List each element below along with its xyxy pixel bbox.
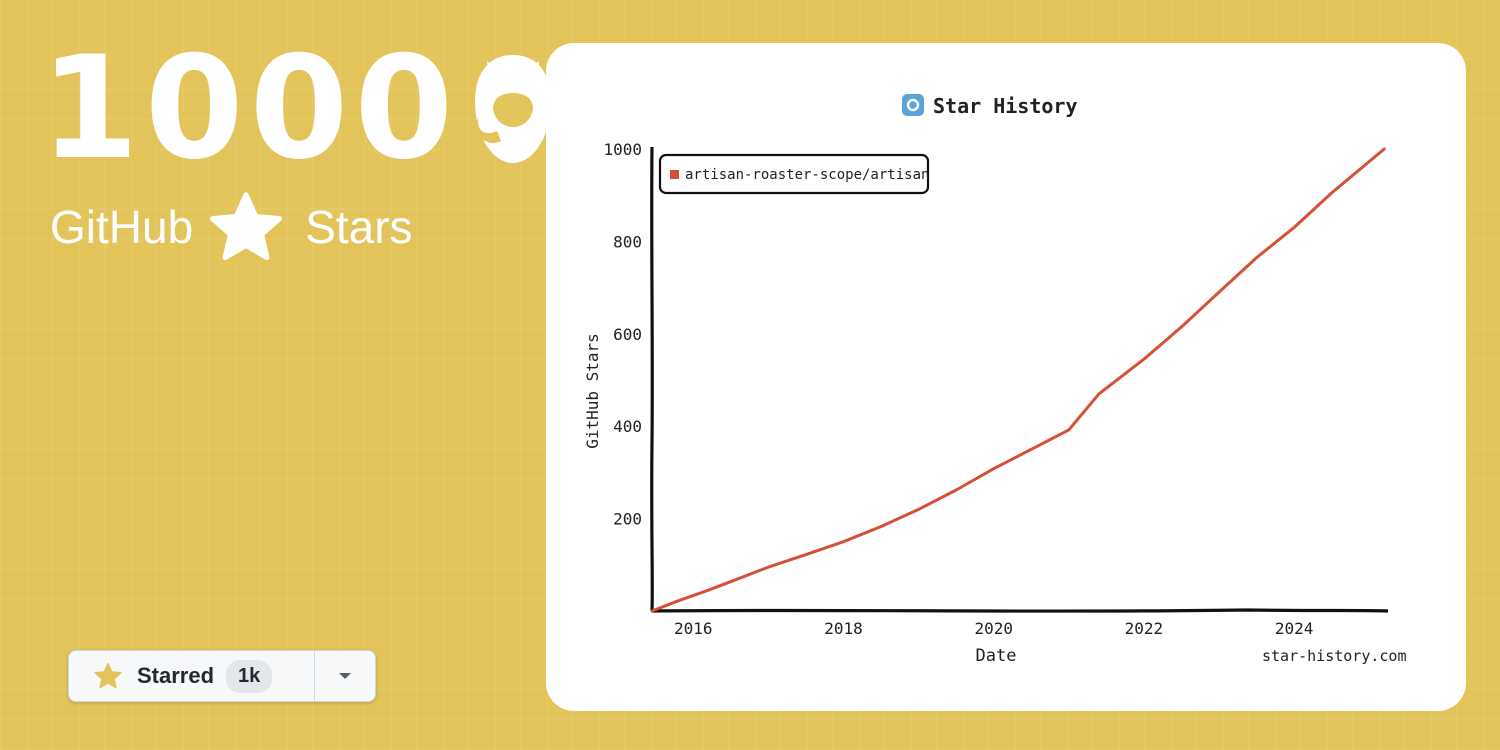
legend-entry: artisan-roaster-scope/artisan [685, 167, 929, 183]
hero-word-github: GitHub [50, 201, 194, 253]
github-star-button: Starred 1k [68, 650, 376, 702]
star-icon [94, 662, 122, 689]
axes [650, 146, 1389, 613]
hero-star-count: 1000 [40, 38, 555, 180]
series-line-artisan [650, 147, 1386, 613]
watermark: star-history.com [1262, 647, 1407, 665]
hero-subtitle: GitHub Stars [50, 190, 413, 264]
chart-title-group: Star History [902, 94, 1078, 118]
github-octocat-icon [475, 55, 552, 163]
hero-word-stars: Stars [305, 201, 413, 253]
y-tick-label: 600 [613, 325, 642, 344]
hero-number: 1000 [40, 26, 460, 191]
chart-title: Star History [933, 94, 1078, 118]
x-tick-labels: 2016 2018 2020 2022 2024 [674, 619, 1313, 638]
legend-box [658, 153, 930, 195]
star-icon [210, 192, 283, 261]
x-tick-label: 2020 [974, 619, 1013, 638]
star-count-badge: 1k [226, 659, 273, 693]
star-history-card: Star History 200 400 600 800 1000 2016 2018 20… [546, 43, 1466, 711]
legend: artisan-roaster-scope/artisan [658, 153, 930, 195]
y-tick-label: 400 [613, 417, 642, 436]
logo-glyph [906, 98, 920, 112]
y-axis-line [650, 146, 654, 612]
star-history-logo-icon [902, 94, 924, 116]
legend-swatch [670, 170, 679, 179]
y-axis-label: GitHub Stars [583, 333, 602, 449]
x-axis-label: Date [976, 646, 1017, 666]
x-tick-label: 2016 [674, 619, 713, 638]
starred-label: Starred [137, 663, 215, 688]
y-tick-label: 1000 [603, 140, 642, 159]
chevron-down-icon [339, 673, 351, 679]
y-tick-labels: 200 400 600 800 1000 [603, 140, 642, 529]
x-axis-line [651, 608, 1389, 613]
x-tick-label: 2024 [1275, 619, 1314, 638]
star-dropdown-button[interactable] [315, 651, 375, 701]
starred-button[interactable]: Starred 1k [69, 651, 315, 701]
x-tick-label: 2018 [824, 619, 863, 638]
y-tick-label: 200 [613, 510, 642, 529]
y-tick-label: 800 [613, 232, 642, 251]
x-tick-label: 2022 [1125, 619, 1164, 638]
